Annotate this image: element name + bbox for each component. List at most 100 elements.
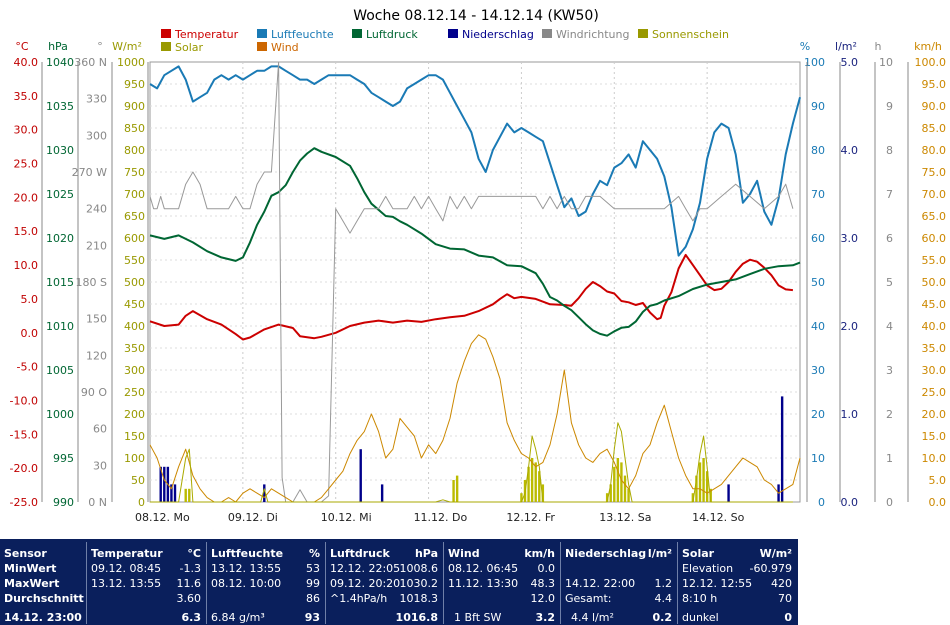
winddir-tick: 210 (86, 239, 107, 252)
x-tick-label: 12.12. Fr (506, 511, 555, 524)
solar-tick: 950 (124, 78, 145, 91)
wind-unit: km/h (524, 547, 555, 560)
stats-rain: Niederschlag l/m² 14.12. 22:00 1.2 Gesamt:… (561, 542, 676, 624)
pressure-tick: 995 (53, 452, 74, 465)
bar-sonnenschein (534, 462, 537, 502)
legend-label: Luftfeuchte (271, 28, 334, 41)
temp-tick: -15.0 (10, 428, 38, 441)
rain-tick: 2.0 (841, 320, 859, 333)
chart-title: Woche 08.12.14 - 14.12.14 (KW50) (353, 8, 599, 24)
sensor-title: Sensor (4, 547, 47, 560)
bar-sonnenschein (452, 480, 455, 502)
winddir-tick: 150 (86, 313, 107, 326)
wind-tick: 25.0 (922, 386, 947, 399)
legend-label: Sonnenschein (652, 28, 729, 41)
wind-tick: 95.0 (922, 78, 947, 91)
bar-sonnenschein (188, 488, 191, 502)
humidity-tick: 100 (804, 56, 825, 69)
wind-tick: 20.0 (922, 408, 947, 421)
wind-axis-unit: km/h (914, 40, 942, 53)
wind-tick: 55.0 (922, 254, 947, 267)
bar-sonnenschein (620, 462, 623, 502)
x-tick-label: 09.12. Di (228, 511, 278, 524)
press-trend: ^1.4hPa/h (330, 592, 388, 605)
wind-tick: 70.0 (922, 188, 947, 201)
winddir-tick: 300 (86, 129, 107, 142)
sunshine-tick: 0 (886, 496, 893, 509)
x-tick-label: 13.12. Sa (599, 511, 651, 524)
wind-tick: 60.0 (922, 232, 947, 245)
wind-min: 0.0 (537, 562, 556, 575)
rain-tick: 5.0 (841, 56, 859, 69)
sunshine-axis-unit: h (875, 40, 882, 53)
sunshine-tick: 2 (886, 408, 893, 421)
solar-tick: 250 (124, 386, 145, 399)
rain-tick: 1.0 (841, 408, 859, 421)
wind-tick: 50.0 (922, 276, 947, 289)
winddir-tick: 240 (86, 203, 107, 216)
winddir-tick: 120 (86, 349, 107, 362)
x-tick-label: 10.12. Mi (321, 511, 372, 524)
sunshine-tick: 3 (886, 364, 893, 377)
wind-tick: 0.0 (929, 496, 947, 509)
bar-niederschlag (359, 449, 362, 502)
press-current: 1016.8 (395, 611, 438, 624)
series-wind (149, 334, 801, 503)
x-tick-label: 14.12. So (692, 511, 744, 524)
bar-sonnenschein (527, 466, 530, 502)
wind-tick: 75.0 (922, 166, 947, 179)
press-max: 1030.2 (399, 577, 439, 590)
press-title: Luftdruck (330, 547, 390, 560)
bar-niederschlag (263, 484, 266, 502)
x-tick-label: 08.12. Mo (135, 511, 190, 524)
legend-swatch (161, 42, 171, 51)
wind-current: 3.2 (535, 611, 556, 624)
temp-current: 6.3 (181, 611, 202, 624)
series-solar (150, 422, 793, 503)
legend: Temperatur Luftfeuchte Luftdruck Niederschl… (161, 28, 729, 54)
temp-tick: 40.0 (14, 56, 39, 69)
bar-niederschlag (163, 466, 166, 502)
bar-niederschlag (780, 396, 784, 502)
bar-sonnenschein (605, 493, 609, 502)
solar-tick: 750 (124, 166, 145, 179)
temp-max: 11.6 (176, 577, 202, 590)
wind-tick: 5.0 (929, 474, 947, 487)
wind-max-time: 11.12. 13:30 (448, 577, 519, 590)
stats-temperature: Temperatur °C 09.12. 08:45 -1.3 13.12. 13:… (87, 542, 205, 624)
bar-sonnenschein (609, 484, 612, 502)
legend-label: Windrichtung (556, 28, 629, 41)
solar-tick: 1000 (117, 56, 145, 69)
legend-label: Solar (175, 41, 204, 54)
humidity-tick: 20 (811, 408, 825, 421)
bar-sonnenschein (691, 493, 695, 502)
bar-sonnenschein (455, 475, 459, 502)
rain-tick: 0.0 (841, 496, 859, 509)
series-luftfeuchte (149, 65, 801, 257)
solar-elev-label: Elevation (682, 562, 734, 575)
wind-tick: 90.0 (922, 100, 947, 113)
humidity-tick: 10 (811, 452, 825, 465)
wind-beaufort: 1 Bft SW (454, 611, 502, 624)
legend-label: Luftdruck (366, 28, 418, 41)
winddir-tick: 0 N (88, 496, 107, 509)
pressure-tick: 1005 (46, 364, 74, 377)
bar-niederschlag (173, 484, 177, 502)
press-avg: 1018.3 (399, 592, 439, 605)
pressure-tick: 1040 (46, 56, 74, 69)
wind-tick: 35.0 (922, 342, 947, 355)
solar-tick: 100 (124, 452, 145, 465)
series-windrichtung (149, 61, 794, 503)
bar-sonnenschein (623, 475, 627, 502)
humidity-tick: 90 (811, 100, 825, 113)
rain-current: 0.2 (652, 611, 673, 624)
bar-niederschlag (727, 484, 730, 502)
bar-sonnenschein (616, 458, 620, 502)
bar-sonnenschein (627, 488, 630, 502)
temp-tick: 15.0 (14, 225, 39, 238)
humidity-tick: 50 (811, 276, 825, 289)
solar-tick: 550 (124, 254, 145, 267)
solar-tick: 200 (124, 408, 145, 421)
press-max-time: 09.12. 20:20 (330, 577, 401, 590)
rain-axis-unit: l/m² (835, 40, 857, 53)
